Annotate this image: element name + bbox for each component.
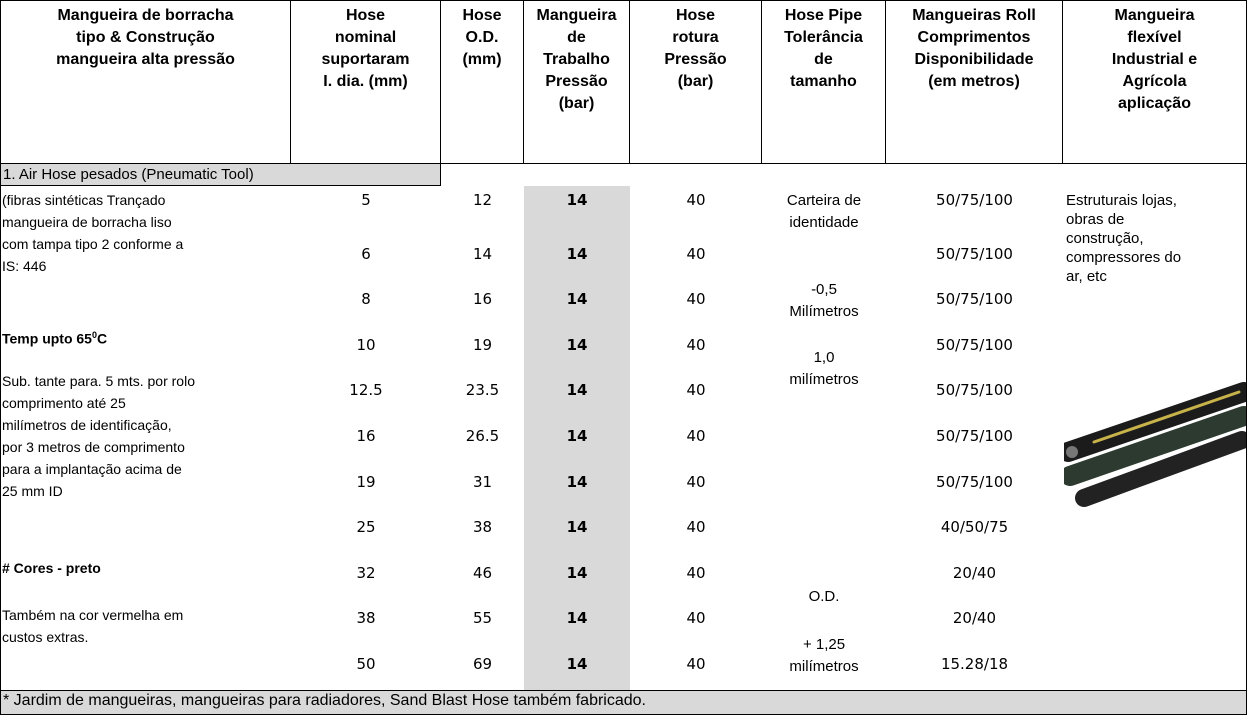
hose-end [1066, 446, 1078, 458]
header-cell: Mangueira de borracha tipo & Construção … [0, 0, 291, 164]
cell-value: 40 [630, 242, 762, 266]
cell-value: 12.5 [291, 378, 441, 402]
cell-value: 14 [524, 188, 630, 212]
cell-value: 20/40 [886, 561, 1063, 585]
cell-value: 16 [291, 424, 441, 448]
cell-value: 46 [441, 561, 524, 585]
cell-value: 14 [524, 242, 630, 266]
cell-value: 14 [524, 378, 630, 402]
cell-value: 50/75/100 [886, 378, 1063, 402]
cell-value: 15.28/18 [886, 652, 1063, 676]
cell-value: 16 [441, 287, 524, 311]
temp-unit: C [97, 331, 107, 347]
tolerance: + 1,25 milímetros [762, 634, 886, 678]
temp: Temp upto 650C [2, 324, 107, 350]
header-cell: Mangueira flexível Industrial e Agrícola… [1063, 0, 1247, 164]
colors: # Cores - preto [2, 557, 101, 579]
construction: (fibras sintéticas Trançado mangueira de… [2, 189, 290, 277]
cell-value: 50/75/100 [886, 470, 1063, 494]
cell-value: 40 [630, 515, 762, 539]
temp-text: Temp upto 65 [2, 331, 92, 347]
tolerance: O.D. [762, 586, 886, 608]
cell-value: 20/40 [886, 606, 1063, 630]
cell-value: 25 [291, 515, 441, 539]
cell-value: 50/75/100 [886, 242, 1063, 266]
cell-value: 8 [291, 287, 441, 311]
tolerance: Carteira de identidade [762, 190, 886, 234]
tolerance: -0,5 Milímetros [762, 279, 886, 323]
cell-value: 50/75/100 [886, 287, 1063, 311]
page: 1. Air Hose pesados (Pneumatic Tool) * J… [0, 0, 1248, 709]
cell-value: 55 [441, 606, 524, 630]
cell-value: 40 [630, 561, 762, 585]
cell-value: 50/75/100 [886, 333, 1063, 357]
application: Estruturais lojas, obras de construção, … [1066, 191, 1246, 286]
cell-value: 26.5 [441, 424, 524, 448]
cell-value: 40/50/75 [886, 515, 1063, 539]
cell-value: 40 [630, 606, 762, 630]
cell-value: 19 [441, 333, 524, 357]
header-cell: Hose O.D. (mm) [441, 0, 524, 164]
cell-value: 38 [441, 515, 524, 539]
footer-note: * Jardim de mangueiras, mangueiras para … [0, 690, 1247, 715]
cell-value: 40 [630, 333, 762, 357]
cell-value: 10 [291, 333, 441, 357]
header-cell: Hose rotura Pressão (bar) [630, 0, 762, 164]
cell-value: 31 [441, 470, 524, 494]
red-option: Também na cor vermelha em custos extras. [2, 604, 290, 648]
header-cell: Hose Pipe Tolerância de tamanho [762, 0, 886, 164]
substitute: Sub. tante para. 5 mts. por rolo comprim… [2, 370, 290, 502]
cell-value: 23.5 [441, 378, 524, 402]
cell-value: 14 [524, 470, 630, 494]
cell-value: 40 [630, 652, 762, 676]
cell-value: 14 [524, 561, 630, 585]
cell-value: 14 [524, 287, 630, 311]
cell-value: 40 [630, 287, 762, 311]
cell-value: 14 [524, 606, 630, 630]
cell-value: 32 [291, 561, 441, 585]
cell-value: 14 [524, 652, 630, 676]
cell-value: 50/75/100 [886, 424, 1063, 448]
header-cell: Mangueiras Roll Comprimentos Disponibili… [886, 0, 1063, 164]
cell-value: 40 [630, 188, 762, 212]
cell-value: 50/75/100 [886, 188, 1063, 212]
cell-value: 40 [630, 424, 762, 448]
tolerance: 1,0 milímetros [762, 347, 886, 391]
cell-value: 38 [291, 606, 441, 630]
cell-value: 6 [291, 242, 441, 266]
cell-value: 14 [524, 515, 630, 539]
cell-value: 14 [441, 242, 524, 266]
header-cell: Hose nominal suportaram I. dia. (mm) [291, 0, 441, 164]
cell-value: 50 [291, 652, 441, 676]
cell-value: 14 [524, 424, 630, 448]
hose-image [1064, 380, 1246, 512]
cell-value: 69 [441, 652, 524, 676]
cell-value: 12 [441, 188, 524, 212]
cell-value: 40 [630, 470, 762, 494]
cell-value: 14 [524, 333, 630, 357]
cell-value: 5 [291, 188, 441, 212]
cell-value: 19 [291, 470, 441, 494]
header-cell: Mangueira de Trabalho Pressão (bar) [524, 0, 630, 164]
cell-value: 40 [630, 378, 762, 402]
